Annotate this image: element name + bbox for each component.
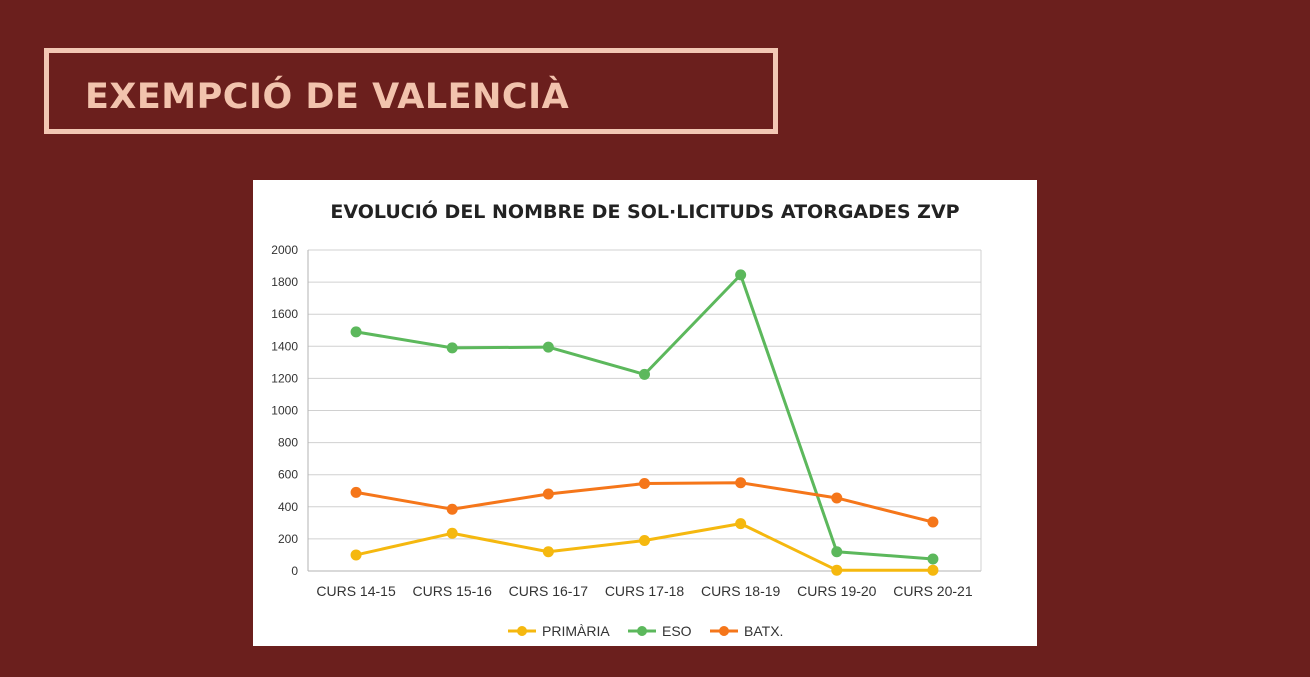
x-tick-label: CURS 19-20 <box>797 583 877 599</box>
data-point <box>350 549 362 561</box>
x-tick-label: CURS 18-19 <box>701 583 781 599</box>
data-point <box>639 535 650 547</box>
data-point <box>927 553 939 565</box>
y-tick-label: 800 <box>278 436 298 450</box>
y-tick-label: 1800 <box>271 275 298 289</box>
x-tick-label: CURS 20-21 <box>893 583 973 599</box>
legend-label: PRIMÀRIA <box>542 623 610 639</box>
chart-title: EVOLUCIÓ DEL NOMBRE DE SOL·LICITUDS ATOR… <box>330 199 959 223</box>
data-point <box>831 564 843 576</box>
series-group <box>350 269 939 576</box>
title-box: EXEMPCIÓ DE VALENCIÀ <box>44 48 778 134</box>
series-line <box>355 522 933 572</box>
y-tick-label: 2000 <box>271 243 298 257</box>
legend-label: BATX. <box>744 623 783 639</box>
grid-lines <box>308 249 982 572</box>
data-point <box>735 269 747 281</box>
series-line <box>355 273 934 561</box>
chart-panel: EVOLUCIÓ DEL NOMBRE DE SOL·LICITUDS ATOR… <box>253 180 1037 646</box>
data-point <box>927 564 939 576</box>
y-tick-label: 200 <box>278 532 298 546</box>
y-tick-label: 1400 <box>271 339 298 353</box>
data-point <box>735 477 747 489</box>
y-tick-label: 1000 <box>271 404 298 418</box>
y-tick-label: 600 <box>278 468 298 482</box>
legend-swatch-marker <box>637 626 647 636</box>
data-point <box>350 486 362 498</box>
data-point <box>639 478 650 490</box>
legend-label: ESO <box>662 623 692 639</box>
x-tick-label: CURS 15-16 <box>413 583 493 599</box>
y-tick-label: 0 <box>291 564 298 578</box>
legend-swatch-marker <box>719 626 729 636</box>
data-point <box>542 546 554 558</box>
y-tick-label: 1600 <box>271 307 298 321</box>
data-point <box>446 503 458 515</box>
line-chart: EVOLUCIÓ DEL NOMBRE DE SOL·LICITUDS ATOR… <box>271 199 982 639</box>
data-point <box>831 546 843 558</box>
data-point <box>542 488 554 500</box>
x-tick-label: CURS 14-15 <box>316 583 396 599</box>
y-tick-label: 400 <box>278 500 298 514</box>
x-tick-label: CURS 16-17 <box>509 583 589 599</box>
x-axis: CURS 14-15 CURS 15-16 CURS 16-17 CURS 17-18… <box>316 583 972 599</box>
x-tick-label: CURS 17-18 <box>605 583 685 599</box>
data-point <box>446 527 458 539</box>
data-point <box>542 341 554 353</box>
data-point <box>735 518 747 530</box>
data-point <box>350 326 362 338</box>
data-point <box>927 516 939 528</box>
legend: PRIMÀRIA ESO BATX. <box>508 623 783 639</box>
y-axis: 0 200 400 600 800 1000 1200 1400 1600 1800 2000 <box>271 243 309 578</box>
data-point <box>639 368 650 380</box>
data-point <box>446 342 458 354</box>
y-tick-label: 1200 <box>271 371 298 385</box>
legend-swatch-marker <box>517 626 527 636</box>
page-title: EXEMPCIÓ DE VALENCIÀ <box>85 77 570 117</box>
data-point <box>831 492 843 504</box>
